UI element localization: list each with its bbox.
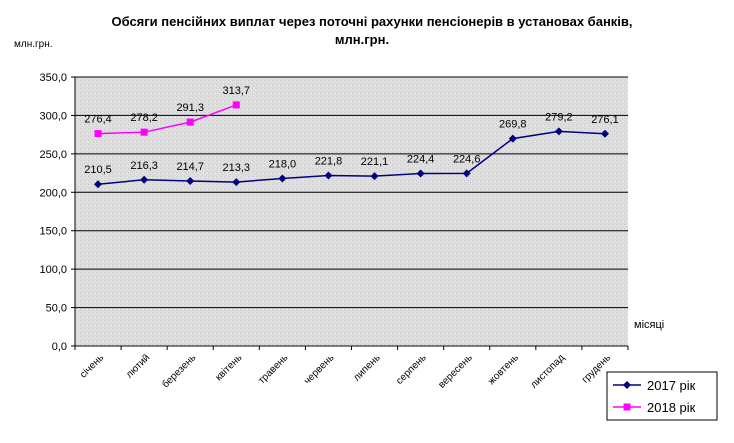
chart-title: Обсяги пенсійних виплат через поточні ра… [111,14,632,29]
x-tick-label: лютий [124,352,152,380]
point [416,169,425,178]
series-line [97,130,605,185]
x-tick-label: листопад [529,352,567,390]
x-axis-label: місяці [634,319,664,331]
x-tick-label: березень [160,352,199,391]
point [232,101,240,109]
point [140,175,149,184]
point [600,129,609,138]
x-tick-label: січень [78,352,106,380]
y-tick-label: 200,0 [39,187,67,199]
x-tick-label: серпень [394,352,429,387]
series-line [98,104,237,135]
legend-marker [623,403,631,411]
point [462,169,471,178]
data-label: 221,1 [361,156,389,168]
y-tick-label: 150,0 [39,226,67,238]
data-label: 224,6 [453,153,481,165]
data-label: 218,0 [269,158,297,170]
point [186,118,194,126]
y-axis-label: млн.грн. [14,39,53,50]
chart-subtitle: млн.грн. [335,32,389,47]
y-tick-label: 100,0 [39,264,67,276]
legend-label: 2018 рік [647,400,696,415]
point [94,130,102,138]
point [140,128,148,136]
point [508,134,517,143]
legend-label: 2017 рік [647,378,696,393]
x-tick-label: жовтень [486,352,521,387]
x-tick-label: вересень [437,352,475,390]
point [554,127,563,136]
point [94,180,103,189]
y-tick-label: 250,0 [39,149,67,161]
y-tick-label: 350,0 [39,72,67,84]
point [186,176,195,185]
legend-box [606,371,718,421]
y-tick-label: 0,0 [52,341,67,353]
data-label: 276,4 [84,114,112,126]
data-label: 224,4 [407,154,435,166]
point [370,172,379,181]
data-label: 216,3 [130,160,158,172]
y-tick-label: 50,0 [46,303,67,315]
data-label: 213,3 [223,162,251,174]
x-tick-label: квітень [214,352,245,383]
data-label: 214,7 [176,161,204,173]
data-label: 210,5 [84,164,112,176]
data-label: 291,3 [176,102,204,114]
x-tick-label: липень [351,352,382,383]
x-tick-label: червень [302,352,337,387]
x-tick-label: травень [256,352,290,386]
data-label: 269,8 [499,119,527,131]
point [324,171,333,180]
point [278,174,287,183]
plot-area [75,77,628,346]
y-tick-label: 300,0 [39,110,67,122]
data-label: 278,2 [130,112,158,124]
data-label: 279,2 [545,111,573,123]
data-label: 221,8 [315,156,343,168]
data-label: 276,1 [591,114,619,126]
point [232,178,241,187]
legend-marker [623,381,631,389]
data-label: 313,7 [223,85,251,97]
